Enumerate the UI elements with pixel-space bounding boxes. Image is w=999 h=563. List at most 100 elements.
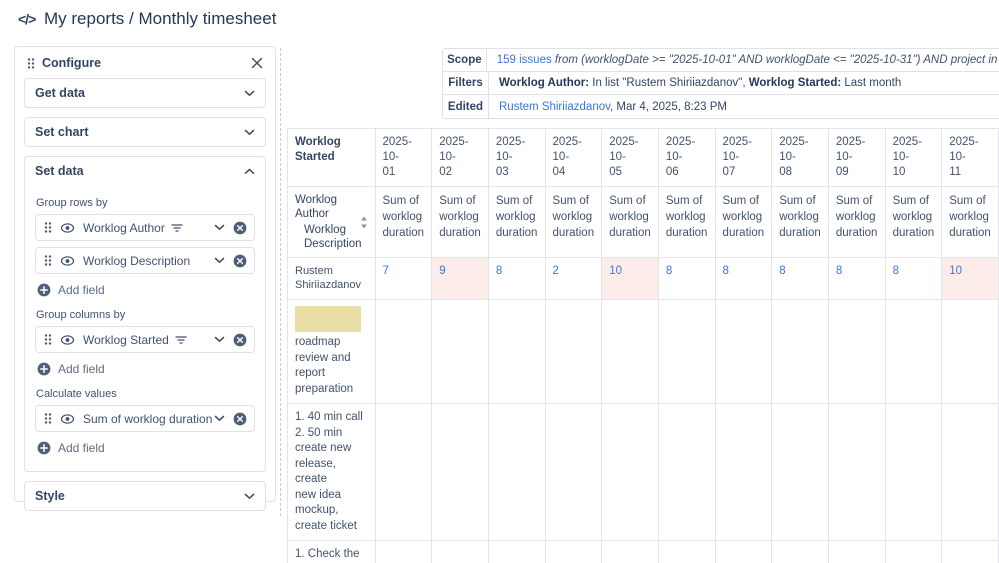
worklog-sum-cell[interactable]: 2 [544, 257, 603, 300]
column-header-date: 2025-10- 02 [431, 128, 489, 187]
panel-resize-divider[interactable] [280, 48, 281, 516]
column-header-date: 2025-10- 06 [657, 128, 716, 187]
eye-icon[interactable] [60, 413, 75, 425]
field-row-worklog-description[interactable]: Worklog Description [35, 247, 255, 274]
empty-cell [884, 299, 943, 404]
add-field-button[interactable]: Add field [37, 283, 255, 297]
worklog-description-cell: 1. Check theissu [287, 540, 376, 563]
scope-summary-box: Scope 159 issues from (worklogDate >= "20… [442, 48, 999, 119]
section-style: Style [24, 481, 266, 511]
section-set-data-header[interactable]: Set data [25, 157, 265, 185]
row-dimension-names: Worklog Author Worklog Description [295, 193, 362, 251]
empty-cell [601, 299, 659, 404]
field-row-worklog-started[interactable]: Worklog Started [35, 326, 255, 353]
section-label: Set chart [35, 125, 89, 139]
drag-handle-icon[interactable] [27, 57, 35, 70]
empty-cell [657, 403, 716, 541]
column-header-date: 2025-10- 10 [884, 128, 943, 187]
empty-cell [431, 540, 489, 563]
scope-link[interactable]: 159 issues [496, 54, 552, 66]
sort-icon[interactable] [360, 216, 368, 229]
row-dimensions-header-cell[interactable]: Worklog Author Worklog Description [287, 186, 376, 258]
corner-header-cell: Worklog Started [287, 128, 376, 187]
worklog-sum-cell[interactable]: 7 [374, 257, 433, 300]
drag-handle-icon[interactable] [44, 254, 52, 267]
worklog-sum-cell[interactable]: 10 [941, 257, 999, 300]
eye-icon[interactable] [60, 255, 75, 267]
close-icon[interactable] [251, 57, 263, 69]
description-line: review and [295, 351, 351, 364]
section-set-chart-header[interactable]: Set chart [25, 118, 265, 146]
scope-link[interactable]: Rustem Shiriiazdanov [499, 100, 611, 113]
configure-title: Configure [42, 56, 102, 70]
field-row-worklog-author[interactable]: Worklog Author [35, 214, 255, 241]
empty-cell [374, 299, 433, 404]
scope-row-value: Rustem Shiriiazdanov, Mar 4, 2025, 8:23 … [489, 101, 737, 113]
chevron-down-icon[interactable] [244, 90, 255, 97]
column-header-date: 2025-10- 01 [374, 128, 433, 187]
field-label: Worklog Description [83, 253, 191, 268]
section-style-header[interactable]: Style [25, 482, 265, 510]
measure-header-cell: Sum of worklog duration [601, 186, 659, 258]
drag-handle-icon[interactable] [44, 221, 52, 234]
worklog-sum-cell[interactable]: 8 [771, 257, 829, 300]
author-row: Rustem Shiriiazdanov 7 9 8 2 10 8 8 8 8 8 10 [287, 257, 999, 300]
section-label: Get data [35, 86, 86, 100]
remove-icon[interactable] [233, 254, 247, 268]
section-get-data: Get data [24, 78, 266, 108]
remove-icon[interactable] [233, 412, 247, 426]
eye-icon[interactable] [60, 334, 75, 346]
empty-cell [601, 403, 659, 541]
scope-row-value: 159 issues from (worklogDate >= "2025-10… [487, 54, 999, 66]
worklog-sum-cell[interactable]: 8 [487, 257, 546, 300]
remove-icon[interactable] [233, 221, 247, 235]
drag-handle-icon[interactable] [44, 333, 52, 346]
empty-cell [544, 403, 603, 541]
eye-icon[interactable] [60, 222, 75, 234]
empty-cell [884, 540, 943, 563]
section-get-data-header[interactable]: Get data [25, 79, 265, 107]
empty-cell [431, 299, 489, 404]
measure-header-cell: Sum of worklog duration [657, 186, 716, 258]
worklog-sum-cell[interactable]: 8 [884, 257, 943, 300]
remove-icon[interactable] [233, 333, 247, 347]
filter-icon[interactable] [171, 223, 183, 233]
empty-cell [374, 403, 433, 541]
scope-row-scope: Scope 159 issues from (worklogDate >= "20… [443, 49, 999, 72]
chevron-up-icon[interactable] [244, 168, 255, 175]
worklog-sum-cell[interactable]: 8 [827, 257, 886, 300]
empty-cell [431, 403, 489, 541]
empty-cell [714, 299, 773, 404]
group-label: Group columns by [36, 309, 126, 321]
worklog-sum-cell[interactable]: 10 [601, 257, 659, 300]
column-header-date: 2025-10- 05 [601, 128, 659, 187]
field-label: Sum of worklog duration [83, 411, 213, 426]
drag-handle-icon[interactable] [44, 412, 52, 425]
breadcrumb[interactable]: My reports / Monthly timesheet [44, 9, 277, 28]
section-set-chart: Set chart [24, 117, 266, 147]
chevron-down-icon[interactable] [244, 129, 255, 136]
chevron-down-icon[interactable] [214, 415, 225, 422]
scope-row-filters: Filters Worklog Author: In list "Rustem S… [443, 72, 999, 95]
filter-icon[interactable] [175, 335, 187, 345]
add-field-button[interactable]: Add field [37, 441, 255, 455]
scope-row-label: Edited [443, 95, 489, 118]
row-dimension-worklog-description: Worklog Description [304, 224, 362, 250]
worklog-sum-cell[interactable]: 8 [714, 257, 773, 300]
chevron-down-icon[interactable] [244, 493, 255, 500]
chevron-down-icon[interactable] [214, 257, 225, 264]
field-row-sum-of-worklog-duration[interactable]: Sum of worklog duration [35, 405, 255, 432]
empty-cell [487, 403, 546, 541]
group-label: Group rows by [36, 197, 108, 209]
empty-cell [714, 540, 773, 563]
measure-header-cell: Sum of worklog duration [714, 186, 773, 258]
description-line: report [295, 367, 326, 379]
scope-italic-text: from (worklogDate >= "2025-10-01" AND wo… [554, 54, 999, 66]
chevron-down-icon[interactable] [214, 336, 225, 343]
chevron-down-icon[interactable] [214, 224, 225, 231]
worklog-sum-cell[interactable]: 9 [431, 257, 489, 300]
empty-cell [941, 403, 999, 541]
add-field-button[interactable]: Add field [37, 362, 255, 376]
column-header-date: 2025-10- 03 [487, 128, 546, 187]
worklog-sum-cell[interactable]: 8 [657, 257, 716, 300]
